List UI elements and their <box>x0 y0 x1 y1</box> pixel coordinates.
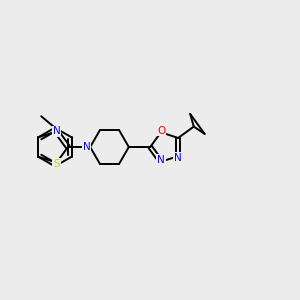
Text: S: S <box>53 159 60 169</box>
Text: N: N <box>174 153 182 163</box>
Text: O: O <box>158 125 166 136</box>
Text: N: N <box>157 155 165 165</box>
Text: N: N <box>53 126 60 136</box>
Text: N: N <box>83 142 91 152</box>
